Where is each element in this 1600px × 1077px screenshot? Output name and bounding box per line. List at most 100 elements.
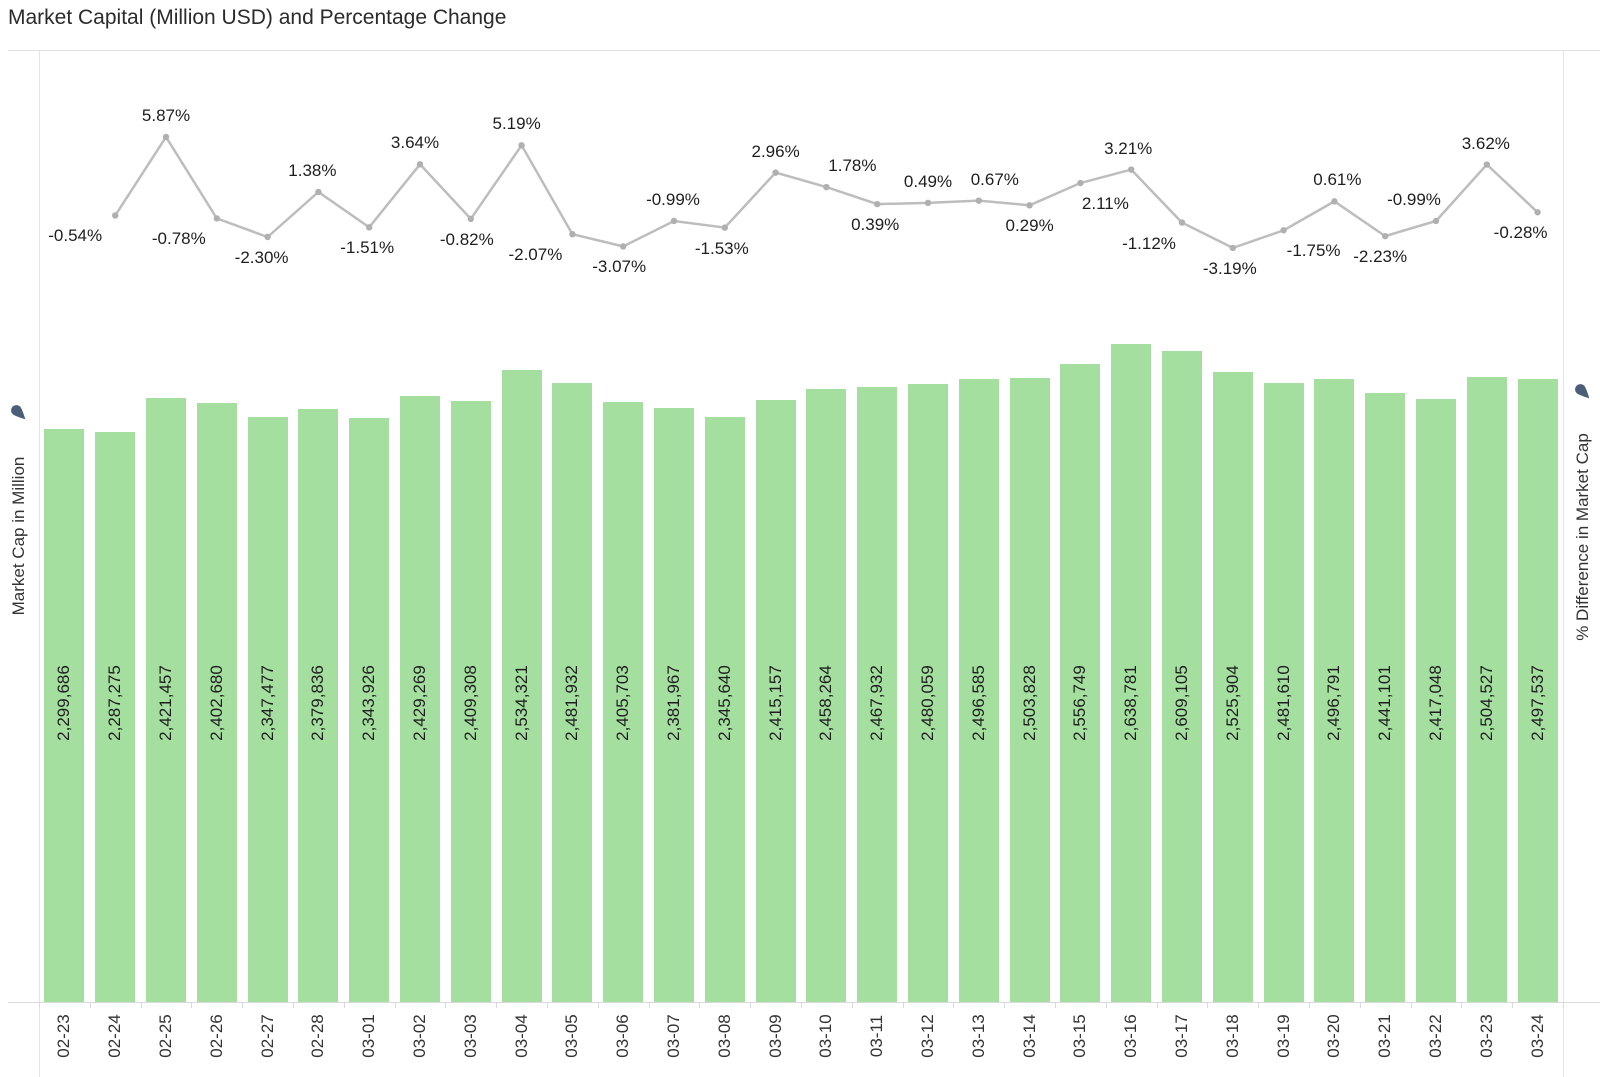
bar-02-25[interactable] bbox=[146, 398, 186, 1002]
bar-value-label: 2,343,926 bbox=[359, 665, 379, 741]
axis-tick bbox=[1207, 1003, 1209, 1008]
line-point-03-12[interactable] bbox=[924, 199, 932, 207]
pct-label-03-24: -0.28% bbox=[1493, 223, 1548, 243]
bar-03-03[interactable] bbox=[450, 401, 491, 1002]
pct-label-02-25: 5.87% bbox=[141, 106, 191, 125]
pct-label-03-12: 0.49% bbox=[903, 171, 953, 191]
pct-label-03-06: -3.07% bbox=[592, 257, 647, 277]
bar-03-04[interactable] bbox=[501, 370, 542, 1002]
pct-label-03-02: 3.64% bbox=[390, 133, 440, 153]
pct-label-03-09: 2.96% bbox=[751, 141, 800, 161]
x-tick-label-03-14: 03-14 bbox=[1019, 1014, 1039, 1058]
line-point-03-08[interactable] bbox=[721, 224, 728, 231]
pct-label-03-14: 0.29% bbox=[1005, 216, 1054, 236]
bar-03-07[interactable] bbox=[654, 408, 694, 1002]
axis-tick bbox=[750, 1003, 752, 1008]
bar-value-label: 2,347,477 bbox=[257, 665, 277, 741]
bar-03-13[interactable] bbox=[958, 379, 999, 1002]
bar-03-01[interactable] bbox=[349, 417, 390, 1002]
bar-02-26[interactable] bbox=[196, 402, 237, 1002]
line-point-03-06[interactable] bbox=[620, 243, 627, 250]
line-point-02-25[interactable] bbox=[162, 133, 170, 141]
line-point-03-19[interactable] bbox=[1280, 227, 1287, 234]
bar-03-05[interactable] bbox=[552, 383, 593, 1002]
x-tick-label-02-23: 02-23 bbox=[54, 1014, 74, 1058]
bar-03-02[interactable] bbox=[400, 396, 440, 1002]
x-tick-label-02-27: 02-27 bbox=[257, 1014, 277, 1058]
x-tick-label-03-01: 03-01 bbox=[359, 1014, 379, 1058]
x-tick-label-03-19: 03-19 bbox=[1273, 1014, 1293, 1058]
bar-value-label: 2,609,105 bbox=[1172, 665, 1191, 741]
bar-03-22[interactable] bbox=[1416, 399, 1456, 1002]
bar-03-09[interactable] bbox=[755, 399, 796, 1002]
pct-label-03-23: 3.62% bbox=[1461, 133, 1510, 153]
bar-03-16[interactable] bbox=[1111, 344, 1152, 1002]
x-tick-label-03-02: 03-02 bbox=[410, 1014, 429, 1058]
line-point-02-26[interactable] bbox=[213, 215, 220, 222]
line-point-03-21[interactable] bbox=[1382, 232, 1389, 240]
pct-label-03-13: 0.67% bbox=[970, 169, 1019, 189]
bar-02-24[interactable] bbox=[95, 431, 136, 1002]
axis-tick bbox=[1258, 1003, 1260, 1008]
x-tick-label-03-24: 03-24 bbox=[1527, 1014, 1547, 1058]
bar-03-06[interactable] bbox=[603, 402, 644, 1002]
pin-icon[interactable] bbox=[8, 402, 30, 424]
x-axis-line bbox=[8, 1002, 1600, 1003]
line-point-03-22[interactable] bbox=[1432, 217, 1440, 225]
line-point-03-07[interactable] bbox=[670, 217, 678, 225]
bar-value-label: 2,287,275 bbox=[105, 665, 125, 741]
line-point-03-09[interactable] bbox=[772, 169, 779, 176]
line-point-03-02[interactable] bbox=[416, 161, 424, 168]
line-point-02-27[interactable] bbox=[264, 233, 271, 241]
bar-03-15[interactable] bbox=[1060, 364, 1101, 1002]
x-tick-label-03-06: 03-06 bbox=[613, 1014, 633, 1058]
bar-03-20[interactable] bbox=[1314, 379, 1355, 1002]
bar-03-10[interactable] bbox=[806, 389, 847, 1002]
pct-label-03-08: -1.53% bbox=[694, 238, 749, 258]
pin-icon[interactable] bbox=[1572, 381, 1594, 403]
bar-02-27[interactable] bbox=[247, 416, 288, 1002]
line-point-03-18[interactable] bbox=[1229, 244, 1237, 252]
x-tick-label-03-15: 03-15 bbox=[1070, 1014, 1090, 1058]
line-point-02-28[interactable] bbox=[315, 188, 322, 196]
bar-03-21[interactable] bbox=[1365, 393, 1406, 1002]
line-point-03-15[interactable] bbox=[1077, 179, 1084, 187]
pct-label-03-01: -1.51% bbox=[340, 238, 395, 258]
line-point-03-23[interactable] bbox=[1483, 161, 1491, 168]
axis-tick bbox=[496, 1003, 498, 1008]
pct-label-03-19: -1.75% bbox=[1286, 241, 1341, 261]
axis-tick bbox=[1309, 1003, 1310, 1008]
bar-03-19[interactable] bbox=[1263, 383, 1304, 1002]
pct-label-03-20: 0.61% bbox=[1313, 170, 1362, 190]
line-point-03-24[interactable] bbox=[1534, 209, 1541, 216]
bar-02-23[interactable] bbox=[44, 428, 85, 1002]
line-point-03-10[interactable] bbox=[823, 183, 830, 191]
bar-03-12[interactable] bbox=[908, 383, 948, 1002]
line-point-03-16[interactable] bbox=[1128, 166, 1135, 173]
line-point-03-20[interactable] bbox=[1331, 198, 1338, 205]
bar-03-18[interactable] bbox=[1212, 372, 1253, 1002]
axis-tick bbox=[191, 1003, 193, 1008]
bar-03-17[interactable] bbox=[1162, 351, 1202, 1002]
line-point-03-05[interactable] bbox=[569, 230, 576, 238]
bar-03-08[interactable] bbox=[704, 417, 745, 1002]
bar-value-label: 2,504,527 bbox=[1476, 665, 1496, 741]
bar-value-label: 2,503,828 bbox=[1019, 665, 1039, 741]
line-point-03-11[interactable] bbox=[874, 200, 881, 208]
bar-value-label: 2,497,537 bbox=[1527, 665, 1547, 741]
line-point-03-13[interactable] bbox=[975, 197, 982, 204]
line-point-03-14[interactable] bbox=[1026, 202, 1033, 209]
line-point-03-03[interactable] bbox=[467, 215, 474, 223]
x-tick-label-03-08: 03-08 bbox=[714, 1014, 734, 1058]
bar-02-28[interactable] bbox=[298, 408, 339, 1002]
bar-03-23[interactable] bbox=[1466, 377, 1507, 1002]
bar-03-14[interactable] bbox=[1009, 377, 1050, 1002]
bar-03-11[interactable] bbox=[857, 386, 898, 1002]
pct-label-02-24: -0.54% bbox=[48, 226, 103, 246]
line-point-03-04[interactable] bbox=[518, 142, 525, 149]
line-point-03-17[interactable] bbox=[1178, 219, 1186, 226]
line-point-03-01[interactable] bbox=[366, 224, 373, 231]
bar-03-24[interactable] bbox=[1517, 379, 1558, 1002]
line-point-02-24[interactable] bbox=[112, 212, 119, 219]
